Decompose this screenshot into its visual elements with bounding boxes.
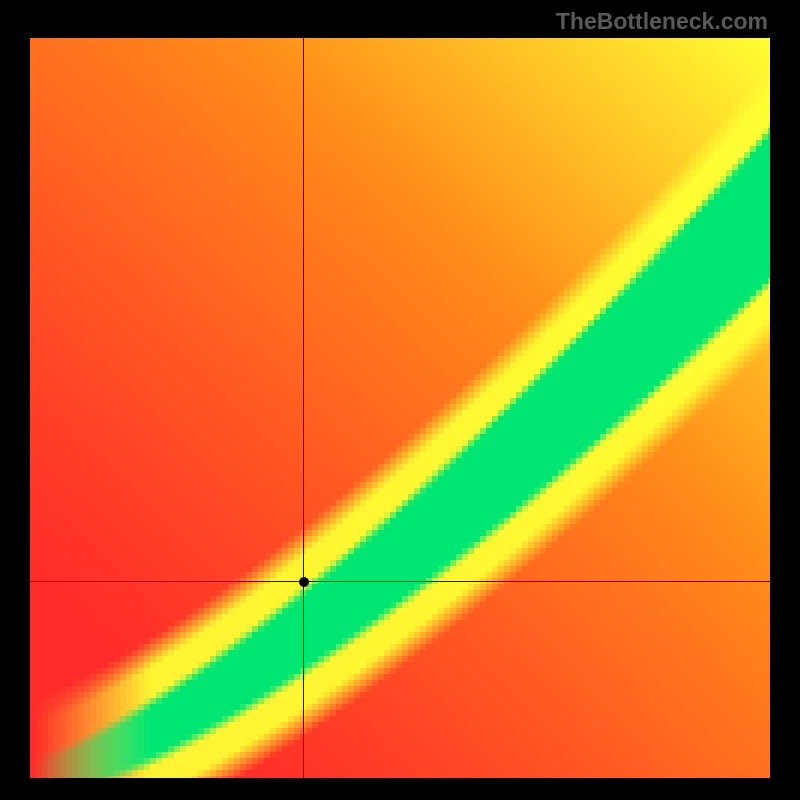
heatmap-canvas: [30, 38, 770, 778]
chart-container: TheBottleneck.com: [0, 0, 800, 800]
crosshair-marker: [299, 577, 309, 587]
crosshair-horizontal: [30, 581, 770, 582]
crosshair-vertical: [303, 38, 304, 778]
watermark-text: TheBottleneck.com: [556, 8, 768, 35]
